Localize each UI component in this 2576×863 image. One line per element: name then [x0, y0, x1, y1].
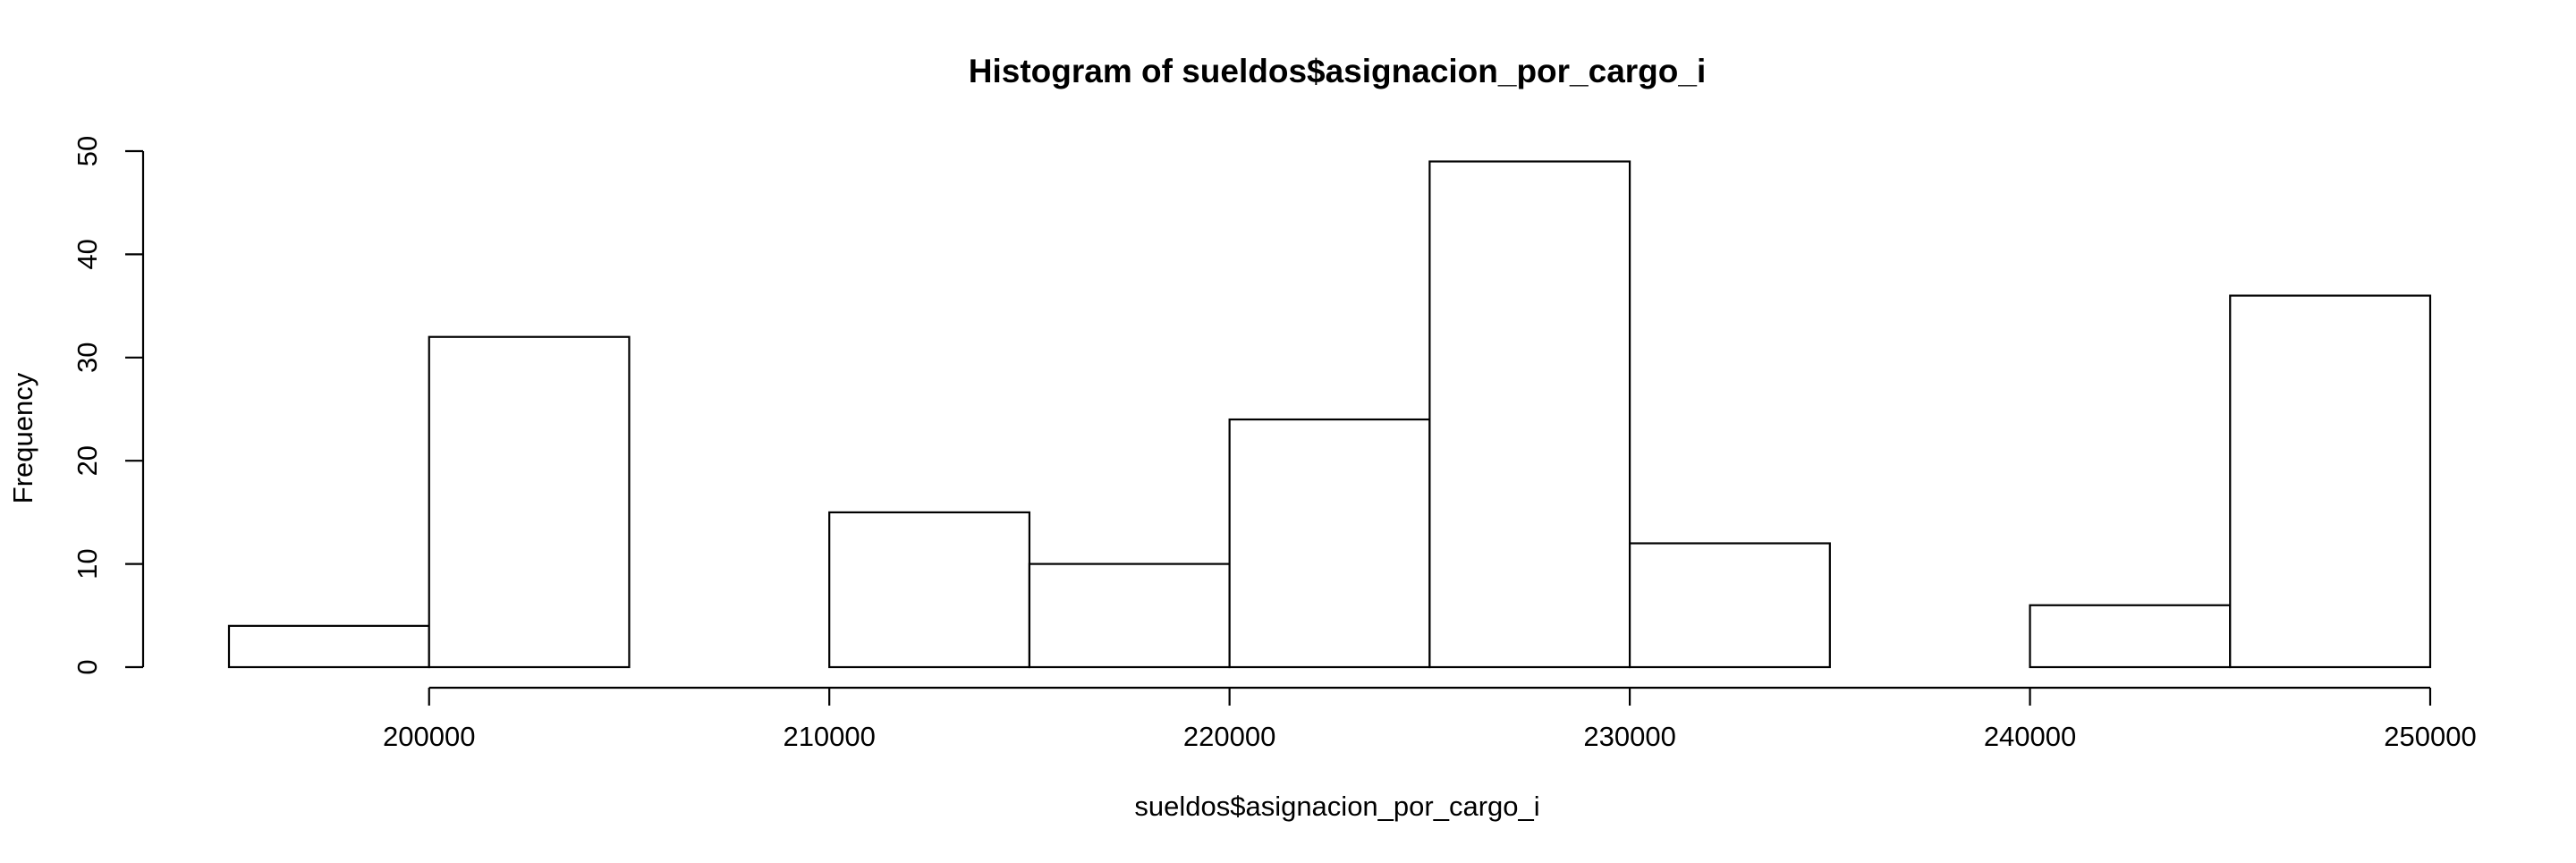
histogram-bar [1628, 542, 1831, 669]
histogram-bar [1028, 563, 1231, 669]
histogram-bar [428, 335, 631, 669]
histogram-bar [227, 624, 430, 669]
bars-layer [227, 160, 2432, 669]
y-axis: 0 10 20 30 40 50 [72, 136, 145, 675]
x-axis-label: sueldos$asignacion_por_cargo_i [1134, 791, 1539, 822]
x-tick-label: 210000 [783, 721, 875, 752]
x-tick-label: 220000 [1183, 721, 1275, 752]
x-tick-label: 230000 [1583, 721, 1675, 752]
x-axis: 200000 210000 220000 230000 240000 250000 [383, 686, 2477, 752]
y-tick-label: 20 [72, 445, 103, 476]
x-tick-label: 200000 [383, 721, 475, 752]
y-tick-label: 10 [72, 548, 103, 579]
histogram-bar [2029, 604, 2232, 669]
y-axis-label: Frequency [7, 372, 38, 503]
y-tick-label: 0 [72, 659, 103, 674]
histogram-bar [2229, 294, 2432, 669]
histogram-bar [1228, 418, 1431, 669]
chart-title: Histogram of sueldos$asignacion_por_carg… [969, 53, 1707, 89]
histogram-bar [828, 511, 1031, 669]
y-tick-label: 30 [72, 343, 103, 373]
x-tick-label: 240000 [1984, 721, 2076, 752]
y-tick-label: 50 [72, 136, 103, 166]
y-tick-label: 40 [72, 239, 103, 269]
histogram-bar [1428, 160, 1631, 669]
x-tick-label: 250000 [2384, 721, 2476, 752]
